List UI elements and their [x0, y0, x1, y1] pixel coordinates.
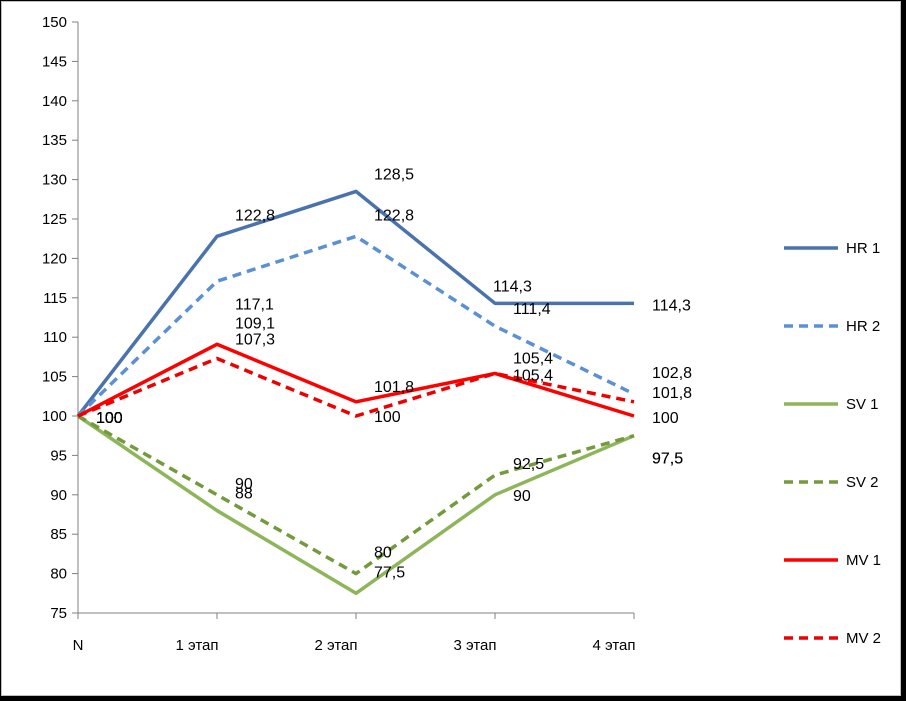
data-label: 107,3 — [235, 331, 275, 348]
legend-label: HR 1 — [846, 240, 880, 257]
legend-label: MV 2 — [846, 630, 881, 647]
y-tick-label: 110 — [43, 329, 67, 346]
data-label: 117,1 — [235, 296, 274, 313]
data-labels: 100 122,8 128,5 114,3 114,3 100 117,1 122,8 111,… — [96, 166, 692, 581]
data-label: 100 — [96, 410, 123, 427]
data-label: 77,5 — [374, 564, 405, 581]
series-line-hr-1 — [76, 189, 634, 418]
series-line-mv-2 — [77, 356, 635, 418]
data-label: 114,3 — [493, 278, 532, 295]
series-line-sv-2 — [77, 414, 635, 576]
y-tick-label: 80 — [50, 566, 67, 583]
y-tick-label: 100 — [42, 408, 67, 425]
data-label: 100 — [96, 410, 123, 427]
data-label: 100 — [96, 410, 123, 427]
legend: HR 1 HR 2 SV 1 SV 2 MV 1 MV 2 — [784, 240, 881, 647]
data-label: 105,4 — [513, 367, 553, 384]
x-tick-label: N — [73, 637, 84, 654]
data-label: 128,5 — [374, 166, 414, 183]
y-tick-label: 105 — [42, 369, 67, 386]
data-label: 111,4 — [513, 301, 551, 318]
legend-label: MV 1 — [846, 552, 881, 569]
data-label: 101,8 — [652, 385, 692, 402]
legend-label: HR 2 — [846, 318, 880, 335]
y-tick-label: 130 — [42, 172, 67, 189]
data-label: 100 — [96, 410, 123, 427]
y-tick-label: 125 — [42, 211, 67, 228]
y-tick-label: 115 — [43, 290, 67, 307]
data-label: 92,5 — [513, 456, 544, 473]
data-label: 102,8 — [652, 365, 692, 382]
data-label: 100 — [374, 409, 401, 426]
x-tick-label: 2 этап — [314, 637, 357, 654]
axes: 75 80 85 90 95 100 105 110 115 120 125 130 135 140 145… — [42, 14, 636, 654]
y-tick-label: 120 — [42, 250, 67, 267]
y-tick-label: 75 — [50, 605, 67, 622]
data-label: 105,4 — [513, 350, 553, 367]
data-label: 100 — [96, 410, 123, 427]
y-tick-label: 85 — [50, 526, 67, 543]
y-tick-label: 140 — [42, 93, 67, 110]
data-label: 109,1 — [235, 315, 275, 332]
data-label: 97,5 — [652, 451, 683, 468]
data-label: 97,5 — [652, 451, 683, 468]
x-tick-label: 3 этап — [453, 637, 496, 654]
data-label: 114,3 — [652, 297, 691, 314]
y-tick-label: 95 — [50, 447, 67, 464]
series-line-mv-1 — [77, 342, 635, 418]
data-label: 88 — [235, 486, 253, 503]
series-line-hr-2 — [76, 234, 635, 418]
series-line-sv-1 — [77, 414, 635, 596]
data-label: 90 — [235, 476, 253, 493]
series-lines — [76, 189, 635, 596]
data-label: 122,8 — [374, 207, 414, 224]
data-label: 122,8 — [235, 207, 275, 224]
y-tick-label: 135 — [42, 132, 67, 149]
data-label: 100 — [652, 410, 679, 427]
x-tick-label: 4 этап — [592, 637, 635, 654]
legend-label: SV 1 — [846, 396, 879, 413]
y-tick-label: 150 — [42, 14, 67, 31]
data-label: 90 — [513, 488, 531, 505]
data-label: 101,8 — [374, 379, 414, 396]
y-tick-label: 145 — [42, 53, 67, 70]
legend-label: SV 2 — [846, 474, 879, 491]
data-label: 100 — [96, 410, 123, 427]
x-tick-label: 1 этап — [175, 637, 218, 654]
y-tick-label: 90 — [50, 487, 67, 504]
data-label: 80 — [374, 545, 392, 562]
